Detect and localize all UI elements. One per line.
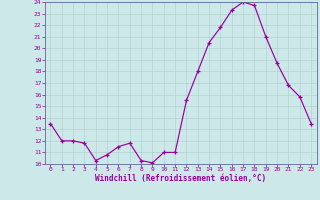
X-axis label: Windchill (Refroidissement éolien,°C): Windchill (Refroidissement éolien,°C): [95, 174, 266, 183]
